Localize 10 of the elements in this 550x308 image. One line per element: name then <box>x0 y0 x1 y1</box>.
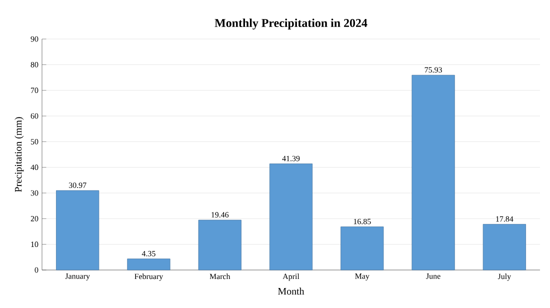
bar <box>269 164 313 270</box>
bar <box>127 258 170 270</box>
x-axis-title: Month <box>278 288 304 295</box>
bar <box>198 220 242 270</box>
bar <box>482 224 526 270</box>
bar <box>340 226 384 270</box>
y-axis-title: Precipitation (mm) <box>14 117 24 192</box>
chart-title: Monthly Precipitation in 2024 <box>214 18 368 30</box>
bar <box>412 74 455 270</box>
bar <box>56 190 100 270</box>
